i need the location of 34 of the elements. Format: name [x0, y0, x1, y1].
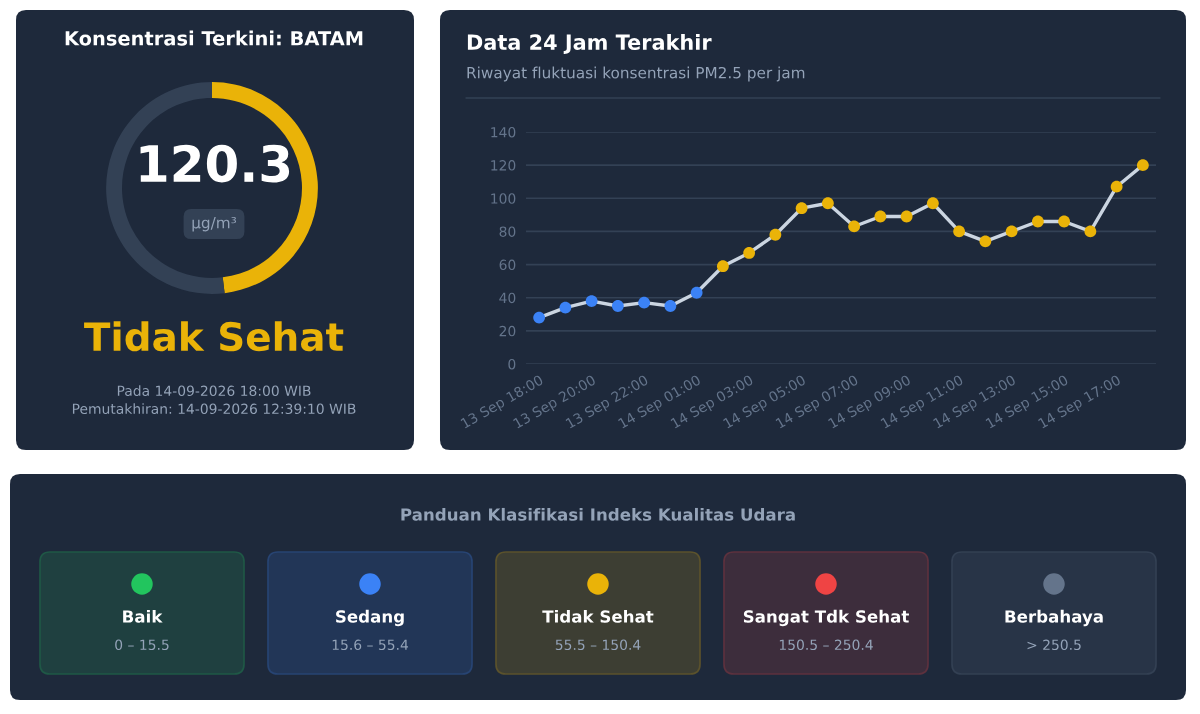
point — [979, 235, 992, 248]
category-label: Berbahaya — [1005, 609, 1103, 627]
point — [638, 296, 651, 309]
point — [1005, 225, 1018, 238]
chart-title: Data 24 Jam Terakhir — [467, 33, 712, 54]
category-label: Sedang — [336, 609, 404, 627]
category-label: Baik — [123, 609, 163, 623]
point — [1110, 180, 1123, 193]
point — [795, 202, 808, 215]
point — [716, 260, 729, 273]
point — [1031, 215, 1044, 228]
category-label: Sangat Tdk Sehat — [743, 609, 909, 627]
point — [874, 210, 887, 223]
text: 120.3 — [140, 144, 290, 183]
point — [690, 286, 703, 299]
chart-title: Konsentrasi Terkini: BATAM — [65, 30, 363, 46]
point — [1136, 159, 1149, 172]
category-label: Tidak Sehat — [542, 609, 654, 623]
point — [585, 295, 598, 307]
point — [664, 300, 677, 312]
point — [559, 301, 572, 314]
point — [953, 225, 966, 238]
point — [743, 247, 756, 259]
point — [821, 197, 834, 210]
point — [926, 197, 939, 210]
point — [769, 228, 782, 241]
text: Panduan Klasifikasi Indeks Kualitas Udara — [401, 507, 795, 521]
point — [848, 220, 861, 233]
point — [611, 300, 624, 312]
point — [900, 210, 913, 223]
point — [1058, 215, 1071, 228]
point — [1084, 225, 1097, 238]
text: Tidak Sehat — [84, 321, 344, 352]
point — [533, 311, 546, 324]
